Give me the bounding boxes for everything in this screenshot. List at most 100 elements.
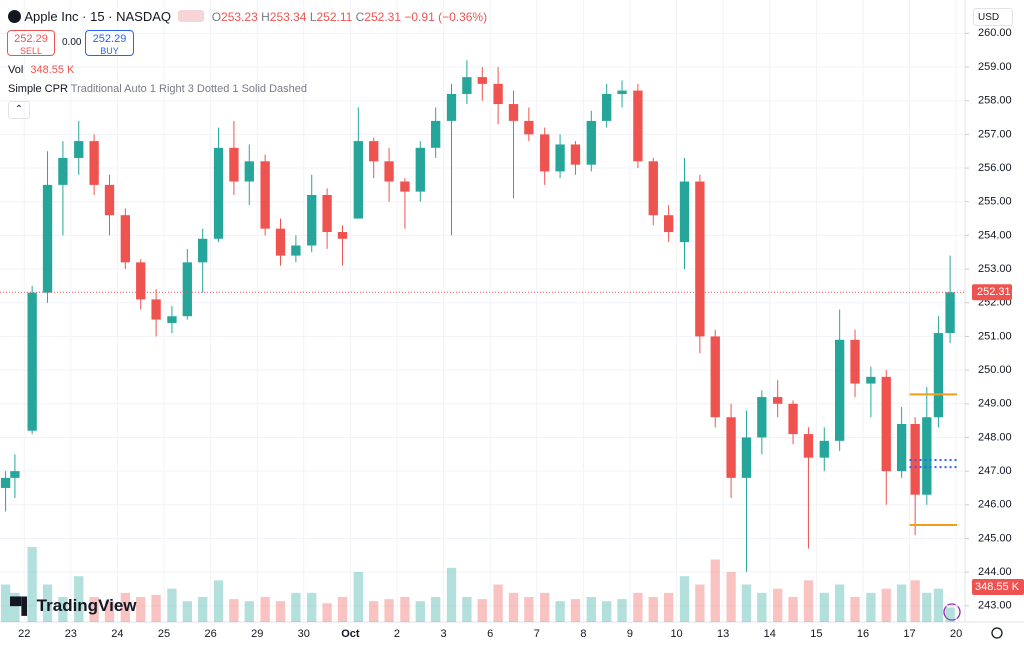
x-tick-label: 24	[111, 628, 123, 640]
volume-bar	[260, 597, 270, 622]
candle-body	[570, 144, 581, 165]
candle-body	[307, 194, 317, 246]
header-row: Apple Inc · 15 · NASDAQ O253.23 H253.34 …	[8, 9, 487, 24]
volume-bar	[337, 597, 348, 622]
x-tick-label: 16	[857, 628, 869, 640]
candle-body	[446, 93, 457, 121]
volume-bar	[136, 597, 146, 622]
x-tick-label: 10	[670, 628, 682, 640]
candle-body	[695, 181, 705, 337]
brand: ▀▌ TradingView	[10, 596, 137, 616]
candle-body	[42, 184, 53, 293]
vol-label: Vol	[8, 64, 24, 76]
volume-bar	[881, 588, 891, 622]
x-tick-label: 30	[298, 628, 310, 640]
volume-bar	[120, 592, 131, 622]
volume-bar	[741, 584, 752, 622]
x-tick-label: 22	[18, 628, 30, 640]
candle-body	[555, 144, 565, 172]
volume-bar	[726, 572, 736, 622]
candle-body	[120, 215, 131, 263]
volume-bar	[369, 601, 379, 622]
candle-body	[27, 292, 37, 431]
volume-bar	[322, 603, 332, 622]
volume-bar	[803, 580, 814, 622]
volume-bar	[0, 584, 11, 622]
y-tick-label: 251.00	[978, 330, 1012, 342]
candle-body	[104, 184, 115, 216]
volume-bar	[213, 580, 224, 622]
indicator-legend: Simple CPR Traditional Auto 1 Right 3 Do…	[8, 83, 307, 95]
candle-body	[260, 161, 270, 229]
indicator-params: Traditional Auto 1 Right 3 Dotted 1 Soli…	[70, 83, 308, 95]
collapse-button[interactable]: ⌃	[8, 101, 30, 119]
candle-body	[400, 181, 410, 192]
volume-bar	[275, 601, 286, 622]
low-value: 252.11	[316, 10, 353, 24]
close-value: 252.31	[364, 10, 402, 24]
indicator-name[interactable]: Simple CPR	[8, 83, 68, 95]
x-tick-label: 9	[627, 628, 633, 640]
candle-body	[726, 417, 736, 478]
status-badge	[178, 10, 205, 22]
y-tick-label: 249.00	[978, 398, 1012, 410]
y-tick-label: 247.00	[978, 465, 1012, 477]
volume-bar	[710, 559, 720, 622]
y-tick-label: 245.00	[978, 532, 1012, 544]
candle-body	[182, 262, 192, 317]
volume-bar	[384, 599, 394, 622]
brand-name: TradingView	[36, 596, 137, 615]
volume-bar	[866, 592, 876, 622]
volume-bar	[198, 597, 208, 622]
volume-bar	[695, 584, 705, 622]
sell-label: SELL	[19, 46, 43, 56]
x-tick-label: 25	[158, 628, 170, 640]
y-tick-label: 258.00	[978, 95, 1012, 107]
x-tick-label: 14	[764, 628, 776, 640]
last-price-box	[972, 284, 1012, 301]
marks	[0, 60, 955, 622]
candle-body	[757, 397, 767, 438]
y-tick-label: 260.00	[978, 27, 1012, 39]
x-tick-label: 20	[950, 628, 962, 640]
candle-body	[617, 90, 627, 94]
candle-body	[896, 423, 907, 472]
volume-bar	[896, 584, 907, 622]
y-tick-label: 244.00	[978, 566, 1012, 578]
volume-bar	[850, 597, 860, 622]
o-label: O	[211, 10, 222, 24]
c-label: C	[355, 10, 365, 24]
currency[interactable]: USD	[973, 8, 1013, 26]
volume-bar	[400, 597, 410, 622]
candle-body	[819, 440, 829, 458]
candle-body	[773, 397, 783, 404]
candle-body	[803, 434, 814, 458]
candle-body	[462, 77, 472, 94]
settings-icon[interactable]	[991, 627, 1003, 639]
symbol[interactable]: Apple Inc · 15 · NASDAQ	[24, 9, 172, 24]
sell-button[interactable]: 252.29 SELL	[7, 30, 55, 56]
candle-body	[922, 417, 932, 495]
volume-bar	[229, 599, 239, 622]
candle-body	[602, 93, 612, 121]
volume-bar	[617, 599, 627, 622]
candle-body	[244, 161, 254, 182]
volume-bar	[922, 592, 932, 622]
y-tick-label: 250.00	[978, 364, 1012, 376]
volume-bar	[757, 592, 767, 622]
volume-bar	[945, 607, 955, 622]
candle-body	[198, 238, 208, 263]
candle-body	[866, 376, 876, 384]
candle-body	[493, 83, 503, 105]
y-tick-label: 255.00	[978, 196, 1012, 208]
candle-body	[74, 141, 84, 158]
candle-body	[58, 157, 68, 185]
y-tick-label: 256.00	[978, 162, 1012, 174]
volume-bar	[834, 584, 845, 622]
buy-button[interactable]: 252.29 BUY	[85, 30, 134, 56]
change: −0.91 (−0.36%)	[404, 10, 488, 24]
candle-body	[663, 215, 674, 233]
candle-body	[275, 228, 286, 256]
